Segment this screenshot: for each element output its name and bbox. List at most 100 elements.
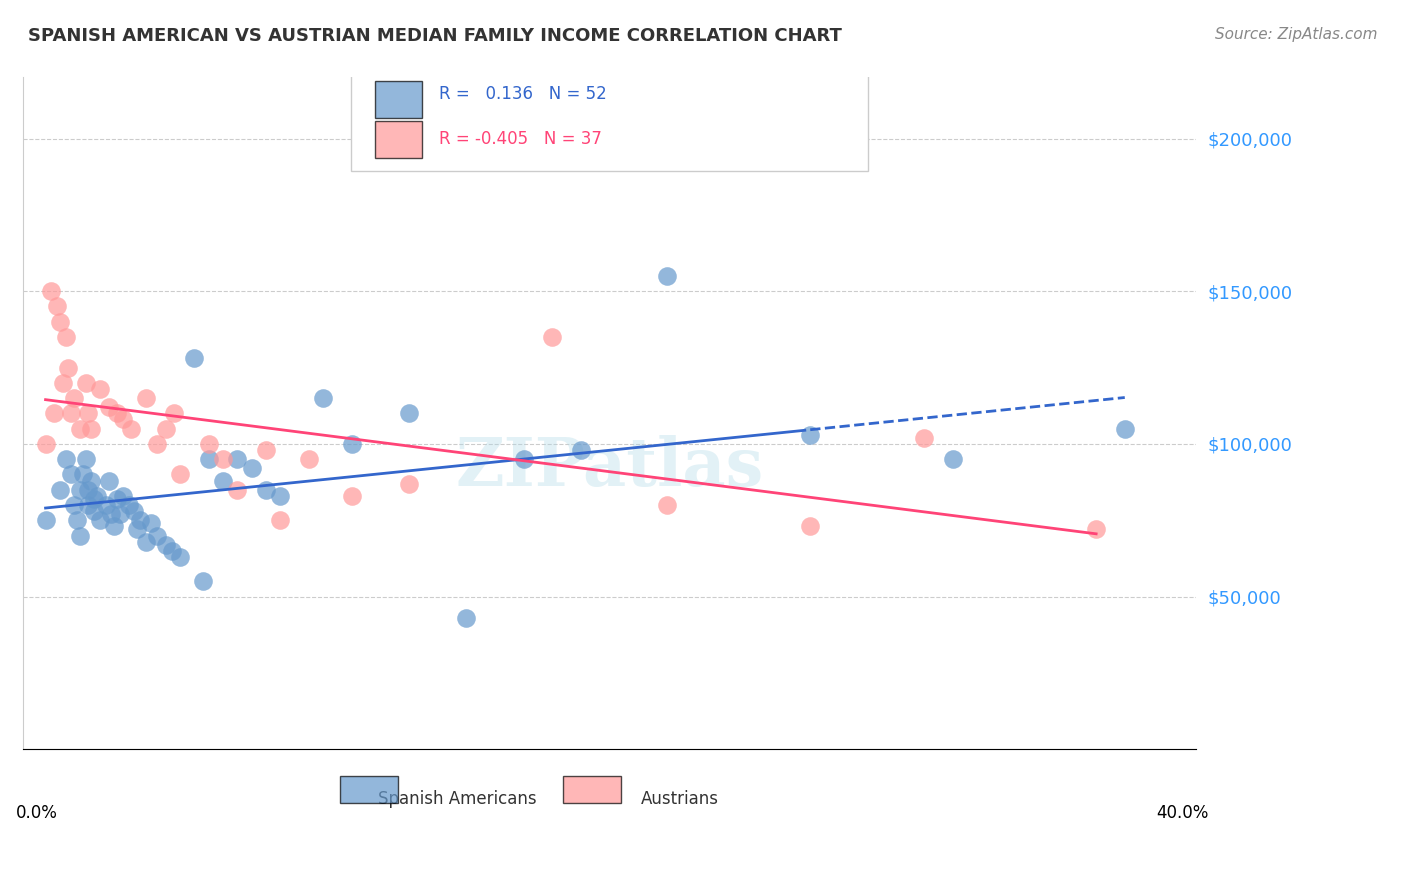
Point — [912, 431, 935, 445]
Point — [105, 491, 128, 506]
FancyBboxPatch shape — [375, 121, 422, 158]
Point — [312, 391, 335, 405]
Point — [298, 452, 321, 467]
Point — [155, 422, 177, 436]
Point — [83, 491, 105, 506]
Point — [66, 513, 89, 527]
Point — [169, 467, 191, 482]
Point — [799, 519, 821, 533]
Point — [86, 489, 108, 503]
Point — [163, 406, 186, 420]
Point — [655, 268, 678, 283]
Point — [398, 406, 420, 420]
Point — [226, 483, 249, 497]
Point — [111, 412, 134, 426]
Point — [398, 476, 420, 491]
Point — [94, 498, 117, 512]
Point — [60, 467, 83, 482]
Point — [75, 452, 97, 467]
Point — [83, 504, 105, 518]
Point — [129, 513, 152, 527]
Point — [191, 574, 214, 589]
Point — [58, 360, 80, 375]
Point — [569, 442, 592, 457]
Point — [89, 382, 111, 396]
Text: Austrians: Austrians — [641, 789, 718, 807]
Point — [46, 300, 69, 314]
Point — [124, 504, 146, 518]
Point — [183, 351, 205, 366]
Point — [34, 437, 56, 451]
Point — [212, 452, 235, 467]
Point — [135, 534, 157, 549]
Point — [155, 538, 177, 552]
Point — [269, 513, 291, 527]
Point — [63, 391, 86, 405]
Text: 40.0%: 40.0% — [1156, 805, 1208, 822]
Point — [69, 528, 91, 542]
Point — [103, 519, 125, 533]
Text: SPANISH AMERICAN VS AUSTRIAN MEDIAN FAMILY INCOME CORRELATION CHART: SPANISH AMERICAN VS AUSTRIAN MEDIAN FAMI… — [28, 27, 842, 45]
Point — [197, 437, 219, 451]
Point — [63, 498, 86, 512]
Point — [44, 406, 66, 420]
Point — [146, 437, 169, 451]
Point — [69, 483, 91, 497]
Point — [49, 483, 72, 497]
Text: ZIPatlas: ZIPatlas — [456, 434, 763, 500]
Point — [77, 498, 100, 512]
Point — [135, 391, 157, 405]
Point — [1085, 523, 1108, 537]
Point — [254, 483, 277, 497]
Point — [120, 422, 142, 436]
Point — [340, 489, 363, 503]
Point — [655, 498, 678, 512]
Text: Spanish Americans: Spanish Americans — [378, 789, 536, 807]
Point — [72, 467, 94, 482]
Point — [97, 474, 120, 488]
Point — [169, 549, 191, 564]
FancyBboxPatch shape — [562, 776, 621, 803]
Point — [49, 315, 72, 329]
FancyBboxPatch shape — [352, 64, 868, 171]
Point — [146, 528, 169, 542]
Point — [34, 513, 56, 527]
Point — [117, 498, 139, 512]
Point — [77, 406, 100, 420]
Text: 0.0%: 0.0% — [15, 805, 58, 822]
Point — [108, 507, 131, 521]
Text: Source: ZipAtlas.com: Source: ZipAtlas.com — [1215, 27, 1378, 42]
Point — [340, 437, 363, 451]
Point — [77, 483, 100, 497]
Text: R =   0.136   N = 52: R = 0.136 N = 52 — [368, 108, 586, 126]
Point — [197, 452, 219, 467]
Point — [127, 523, 149, 537]
Point — [89, 513, 111, 527]
Text: R = -0.405   N = 37: R = -0.405 N = 37 — [439, 130, 602, 148]
Point — [212, 474, 235, 488]
Point — [80, 422, 103, 436]
Point — [39, 284, 62, 298]
Point — [75, 376, 97, 390]
Point — [240, 461, 263, 475]
FancyBboxPatch shape — [375, 81, 422, 118]
Point — [111, 489, 134, 503]
Point — [1114, 422, 1136, 436]
Point — [52, 376, 75, 390]
Point — [226, 452, 249, 467]
Point — [141, 516, 163, 531]
Point — [254, 442, 277, 457]
Point — [80, 474, 103, 488]
Point — [512, 452, 534, 467]
Point — [456, 611, 478, 625]
FancyBboxPatch shape — [339, 776, 398, 803]
Text: R =   0.136   N = 52: R = 0.136 N = 52 — [439, 86, 607, 103]
Point — [799, 427, 821, 442]
Point — [60, 406, 83, 420]
Point — [269, 489, 291, 503]
Point — [100, 507, 122, 521]
Point — [105, 406, 128, 420]
Point — [541, 330, 564, 344]
Text: R = -0.405   N = 37: R = -0.405 N = 37 — [368, 139, 575, 157]
Point — [55, 452, 77, 467]
